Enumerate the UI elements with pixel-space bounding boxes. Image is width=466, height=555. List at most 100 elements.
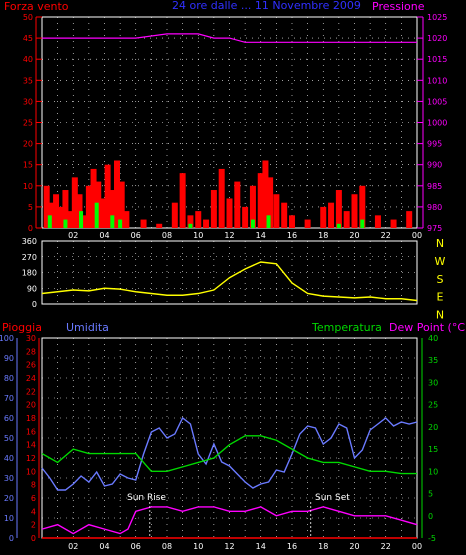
sunset-label: Sun Set [315, 493, 350, 503]
wind-bar [85, 185, 92, 228]
wind-bar [304, 219, 311, 228]
humidity-tick-label: 20 [4, 494, 14, 503]
time-tick-label-top: 18 [318, 231, 328, 240]
rain-axis-title: Pioggia [2, 321, 42, 334]
wind-bar [281, 202, 288, 228]
wind-bar [171, 202, 178, 228]
rain-tick-label: 6 [31, 494, 36, 503]
time-tick-label-bottom: 12 [224, 542, 234, 551]
gust-bar [79, 211, 84, 228]
wind-bar [374, 215, 381, 228]
temperature-tick-label: 30 [428, 378, 438, 387]
wind-bar [109, 190, 116, 228]
wind-bar [328, 202, 335, 228]
gust-bar [47, 215, 52, 228]
gust-bar [118, 219, 123, 228]
wind-tick-label: 40 [23, 55, 33, 64]
wind-bar [71, 177, 78, 228]
time-tick-label-top: 10 [193, 231, 203, 240]
wind-bar [118, 181, 125, 228]
rain-tick-label: 28 [26, 347, 36, 356]
compass-label: S [437, 273, 444, 286]
pressure-tick-label: 975 [427, 224, 442, 233]
wind-tick-label: 5 [28, 203, 33, 212]
rain-tick-label: 4 [31, 507, 36, 516]
temperature-tick-label: -5 [428, 534, 436, 543]
direction-tick-label: 180 [22, 269, 37, 278]
temperature-tick-label: 25 [428, 401, 438, 410]
humidity-tick-label: 10 [4, 514, 14, 523]
time-tick-label-top: 00 [412, 231, 422, 240]
humidity-tick-label: 0 [9, 534, 14, 543]
time-tick-label-bottom: 06 [131, 542, 141, 551]
rain-tick-label: 0 [31, 534, 36, 543]
wind-tick-label: 25 [23, 119, 33, 128]
humidity-tick-label: 100 [0, 334, 14, 343]
time-tick-label-bottom: 18 [318, 542, 328, 551]
wind-bar [81, 215, 88, 228]
pressure-tick-label: 985 [427, 182, 442, 191]
temperature-tick-label: 15 [428, 445, 438, 454]
time-tick-label-top: 20 [349, 231, 359, 240]
pressure-tick-label: 1020 [427, 34, 447, 43]
compass-label: E [437, 291, 444, 304]
humidity-axis-title: Umidita [66, 321, 109, 334]
direction-tick-label: 90 [27, 284, 37, 293]
wind-bar [390, 219, 397, 228]
wind-bar [203, 219, 210, 228]
wind-bar [187, 215, 194, 228]
gust-bar [110, 215, 115, 228]
gust-bars [47, 202, 365, 228]
temperature-tick-label: 0 [428, 512, 433, 521]
rain-tick-label: 16 [26, 427, 36, 436]
compass-label: N [436, 237, 444, 250]
pressure-tick-label: 990 [427, 161, 442, 170]
axis-labels: 0202040406060808101012121414161618182020… [0, 13, 447, 551]
gust-bar [94, 202, 99, 228]
wind-bar [257, 173, 264, 228]
wind-bar [262, 160, 269, 228]
humidity-tick-label: 90 [4, 354, 14, 363]
time-tick-label-bottom: 14 [256, 542, 266, 551]
direction-tick-label: 360 [22, 237, 37, 246]
time-tick-label-top: 14 [256, 231, 266, 240]
time-tick-label-top: 12 [224, 231, 234, 240]
wind-bar [210, 190, 217, 228]
direction-tick-label: 270 [22, 253, 37, 262]
wind-bar [62, 190, 69, 228]
pressure-tick-label: 980 [427, 203, 442, 212]
wind-bar [43, 185, 50, 228]
time-tick-label-top: 06 [131, 231, 141, 240]
wind-bar [335, 190, 342, 228]
humidity-tick-label: 70 [4, 394, 14, 403]
rain-tick-label: 22 [26, 387, 36, 396]
wind-bar [123, 211, 130, 228]
rain-tick-label: 26 [26, 361, 36, 370]
pressure-line [42, 33, 417, 43]
wind-bar [359, 185, 366, 228]
wind-bar [289, 215, 295, 228]
dewpoint-axis-title: Dew Point (°C) [389, 321, 466, 334]
time-tick-label-bottom: 10 [193, 542, 203, 551]
time-tick-label-bottom: 16 [287, 542, 297, 551]
compass-label: N [436, 309, 444, 322]
wind-bar [104, 164, 111, 228]
wind-bar [67, 211, 74, 228]
pressure-tick-label: 1010 [427, 76, 447, 85]
wind-tick-label: 35 [23, 76, 33, 85]
wind-bar [267, 177, 274, 228]
wind-bar [226, 198, 233, 228]
temperature-tick-label: 40 [428, 334, 438, 343]
wind-tick-label: 20 [23, 140, 33, 149]
time-tick-label-bottom: 22 [381, 542, 391, 551]
time-tick-label-bottom: 02 [68, 542, 78, 551]
temperature-axis-title: Temperatura [311, 321, 382, 334]
time-tick-label-top: 08 [162, 231, 172, 240]
wind-bar [234, 181, 241, 228]
time-tick-label-bottom: 20 [349, 542, 359, 551]
humidity-tick-label: 60 [4, 414, 14, 423]
time-tick-label-top: 16 [287, 231, 297, 240]
time-tick-label-bottom: 08 [162, 542, 172, 551]
wind-bar [90, 168, 97, 228]
wind-bar [53, 194, 60, 228]
